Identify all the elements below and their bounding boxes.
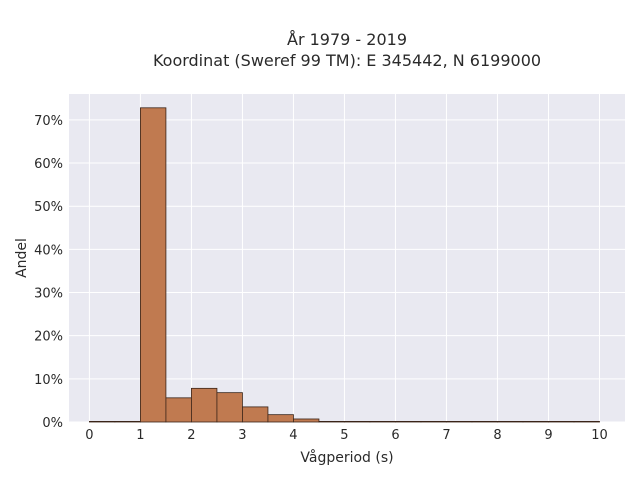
histogram-bar	[548, 420, 575, 423]
histogram-bar	[216, 392, 243, 423]
x-tick-label: 1	[136, 428, 144, 443]
histogram-bar	[369, 420, 396, 423]
histogram-bar	[242, 406, 269, 423]
x-tick-label: 7	[442, 428, 450, 443]
x-axis-label: Vågperiod (s)	[300, 449, 393, 466]
y-tick-labels: 0% 10% 20% 30% 40% 50% 60% 70%	[34, 114, 63, 431]
chart-title-line-1: År 1979 - 2019	[287, 30, 407, 49]
x-tick-label: 8	[493, 428, 501, 443]
histogram-bar	[318, 420, 345, 423]
histogram-bar	[344, 420, 371, 423]
y-tick-label: 30%	[34, 287, 63, 302]
y-tick-label: 50%	[34, 200, 63, 215]
x-tick-label: 9	[544, 428, 552, 443]
chart-title-line-2: Koordinat (Sweref 99 TM): E 345442, N 61…	[153, 51, 541, 70]
y-tick-label: 20%	[34, 330, 63, 345]
y-tick-label: 0%	[42, 416, 63, 431]
x-tick-label: 5	[340, 428, 348, 443]
histogram-bar	[573, 420, 600, 423]
x-tick-label: 0	[85, 428, 93, 443]
x-tick-labels: 0 1 2 3 4 5 6 7 8 9 10	[85, 428, 608, 443]
gridlines	[69, 94, 625, 423]
y-axis-label: Andel	[14, 238, 30, 278]
histogram-bar	[89, 420, 116, 423]
x-tick-label: 2	[187, 428, 195, 443]
x-tick-label: 10	[591, 428, 608, 443]
histogram-bar	[522, 420, 549, 423]
histogram-bar	[191, 387, 218, 423]
histogram-bar	[293, 418, 320, 423]
x-tick-label: 3	[238, 428, 246, 443]
bars	[89, 107, 600, 423]
histogram-bar	[497, 420, 524, 423]
histogram-bar	[420, 420, 447, 423]
histogram-bar	[267, 414, 294, 423]
histogram-bar	[395, 420, 422, 423]
y-tick-label: 70%	[34, 114, 63, 129]
y-tick-label: 10%	[34, 373, 63, 388]
y-tick-label: 60%	[34, 157, 63, 172]
histogram-bar	[114, 420, 141, 423]
histogram-bar	[140, 107, 167, 423]
histogram-bar	[165, 397, 192, 423]
y-tick-label: 40%	[34, 243, 63, 258]
x-tick-label: 6	[391, 428, 399, 443]
x-tick-label: 4	[289, 428, 297, 443]
histogram-bar	[471, 420, 498, 423]
histogram-bar	[446, 420, 473, 423]
